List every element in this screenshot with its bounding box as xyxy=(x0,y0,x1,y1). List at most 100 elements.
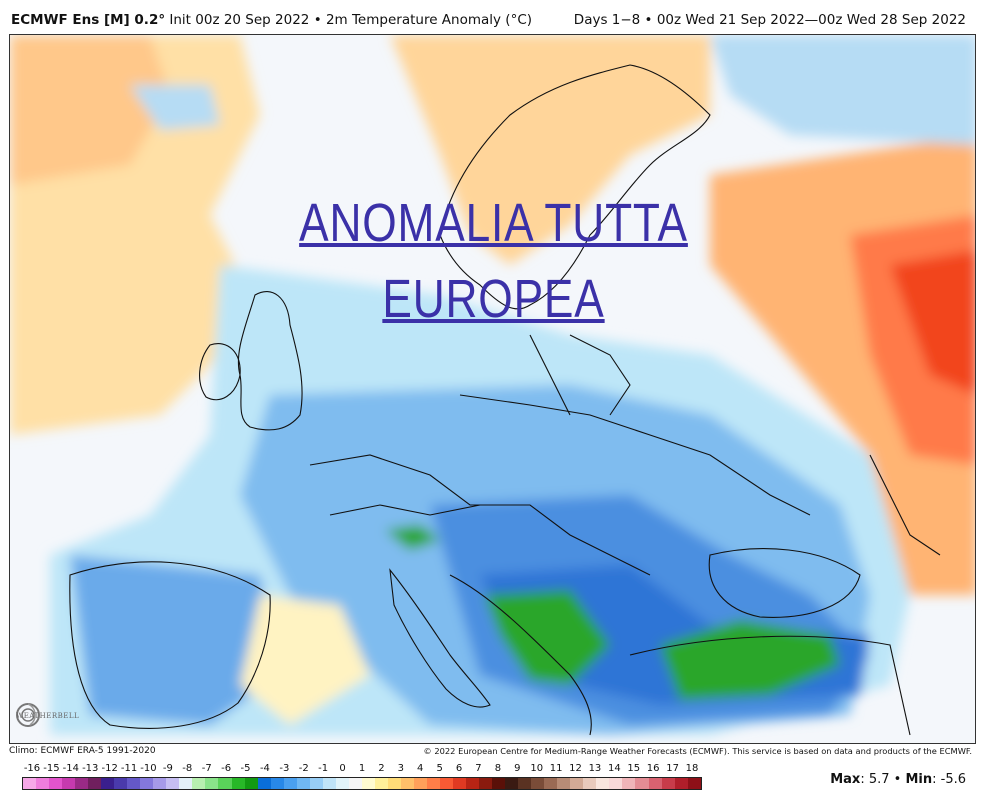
max-label: Max xyxy=(830,772,861,787)
green-zone-balkans xyxy=(485,590,610,685)
coastline-turkey xyxy=(629,635,911,736)
coastlines xyxy=(69,64,941,736)
scale-tick-label: -5 xyxy=(240,763,251,774)
warm-zone-mediterranean xyxy=(240,595,370,725)
scale-swatch xyxy=(218,778,232,789)
scale-swatch xyxy=(479,778,493,789)
scale-tick-label: -9 xyxy=(162,763,173,774)
scale-tick-label: 13 xyxy=(588,763,602,774)
scale-swatch xyxy=(466,778,480,789)
coastline-great-britain xyxy=(237,290,303,431)
scale-swatch xyxy=(583,778,597,789)
swirl-logo-icon xyxy=(16,703,40,727)
scale-swatch xyxy=(244,778,258,789)
scale-swatch xyxy=(283,778,297,789)
scale-tick-label: 17 xyxy=(666,763,679,774)
header: ECMWF Ens [M] 0.2° Init 00z 20 Sep 2022 … xyxy=(0,0,984,34)
scale-swatch xyxy=(531,778,545,789)
model-info: ECMWF Ens [M] 0.2° Init 00z 20 Sep 2022 … xyxy=(11,12,532,28)
valid-period: Days 1−8 • 00z Wed 21 Sep 2022—00z Wed 2… xyxy=(573,12,966,28)
anomaly-map: ANOMALIA TUTTA EUROPEA WEATHERBELL xyxy=(9,34,976,744)
scale-tick-label: 11 xyxy=(549,763,563,774)
scale-swatch xyxy=(426,778,440,789)
scale-swatch xyxy=(374,778,388,789)
scale-swatch xyxy=(505,778,519,789)
scale-swatch xyxy=(622,778,636,789)
scale-tick-label: 0 xyxy=(339,763,346,774)
coastline-scandinavia xyxy=(439,64,711,310)
model-name: ECMWF Ens [M] 0.2° xyxy=(11,12,166,28)
variable-name: 2m Temperature Anomaly (°C) xyxy=(325,12,533,28)
scale-swatch xyxy=(192,778,206,789)
init-time: Init 00z 20 Sep 2022 xyxy=(169,12,310,28)
scale-tick-label: 2 xyxy=(378,763,385,774)
warm-zone-northwest xyxy=(10,35,170,185)
hottest-zone-russia xyxy=(890,250,975,395)
scale-tick-label: 5 xyxy=(436,763,443,774)
scale-bar xyxy=(22,777,702,790)
scale-swatch xyxy=(322,778,336,789)
scale-tick-label: 10 xyxy=(530,763,544,774)
scale-swatch xyxy=(518,778,532,789)
green-zone-turkey xyxy=(660,620,840,700)
coastline-ireland xyxy=(199,343,241,401)
border-central-europe xyxy=(309,454,651,576)
scale-tick-label: -15 xyxy=(43,763,60,774)
scale-tick-label: -8 xyxy=(182,763,193,774)
scale-tick-label: -10 xyxy=(140,763,157,774)
scale-tick-label: -2 xyxy=(298,763,309,774)
cool-zone-arctic xyxy=(710,35,975,145)
scale-tick-label: 4 xyxy=(417,763,424,774)
border-belarus xyxy=(529,334,571,416)
coastline-iberia xyxy=(69,561,271,729)
scale-swatch xyxy=(140,778,154,789)
scale-swatch xyxy=(49,778,63,789)
scale-tick-label: -7 xyxy=(201,763,212,774)
scale-tick-label: 9 xyxy=(514,763,521,774)
scale-swatch xyxy=(309,778,323,789)
scale-tick-label: 3 xyxy=(397,763,404,774)
scale-tick-label: 16 xyxy=(646,763,660,774)
max-value: : 5.7 xyxy=(860,772,890,787)
coastline-italy xyxy=(389,568,491,708)
coastline-balkans xyxy=(449,574,592,736)
cool-zone-iceland xyxy=(130,85,220,130)
scale-swatch xyxy=(62,778,76,789)
scale-tick-label: -4 xyxy=(259,763,270,774)
scale-swatch xyxy=(75,778,89,789)
color-scale: -16 -15 -14 -13 -12 -11 -10 -9 -8 -7 -6 -5 -4 -3 -2 -1 0… xyxy=(22,763,702,790)
overlay-title-line2: EUROPEA xyxy=(382,269,605,329)
scale-swatch xyxy=(179,778,193,789)
scale-tick-label: 1 xyxy=(358,763,366,774)
scale-swatch xyxy=(231,778,245,789)
scale-swatch xyxy=(114,778,128,789)
scale-swatch xyxy=(635,778,649,789)
scale-swatch xyxy=(257,778,271,789)
scale-swatch xyxy=(557,778,571,789)
scale-swatch xyxy=(166,778,180,789)
scale-swatch xyxy=(440,778,454,789)
header-separator: • xyxy=(313,12,322,28)
scale-tick-label: 15 xyxy=(627,763,641,774)
scale-swatch xyxy=(23,778,37,789)
min-label: Min xyxy=(905,772,933,787)
scale-swatch xyxy=(596,778,610,789)
border-baltics xyxy=(569,334,631,416)
scale-tick-label: -16 xyxy=(23,763,41,774)
scale-swatch xyxy=(648,778,662,789)
scale-ticks: -16 -15 -14 -13 -12 -11 -10 -9 -8 -7 -6 -5 -4 -3 -2 -1 0… xyxy=(22,763,702,777)
scale-swatch xyxy=(270,778,284,789)
scale-swatch xyxy=(335,778,349,789)
scale-swatch xyxy=(127,778,141,789)
scale-swatch xyxy=(296,778,310,789)
scale-swatch xyxy=(88,778,102,789)
min-value: : -5.6 xyxy=(932,772,966,787)
scale-tick-label: 6 xyxy=(455,763,463,774)
scale-tick-label: 7 xyxy=(475,763,482,774)
scale-swatch xyxy=(609,778,623,789)
scale-swatch xyxy=(101,778,115,789)
scale-swatch xyxy=(687,778,701,789)
scale-tick-label: -14 xyxy=(62,763,79,774)
scale-swatch xyxy=(570,778,584,789)
green-zone-alps xyxy=(385,525,440,550)
